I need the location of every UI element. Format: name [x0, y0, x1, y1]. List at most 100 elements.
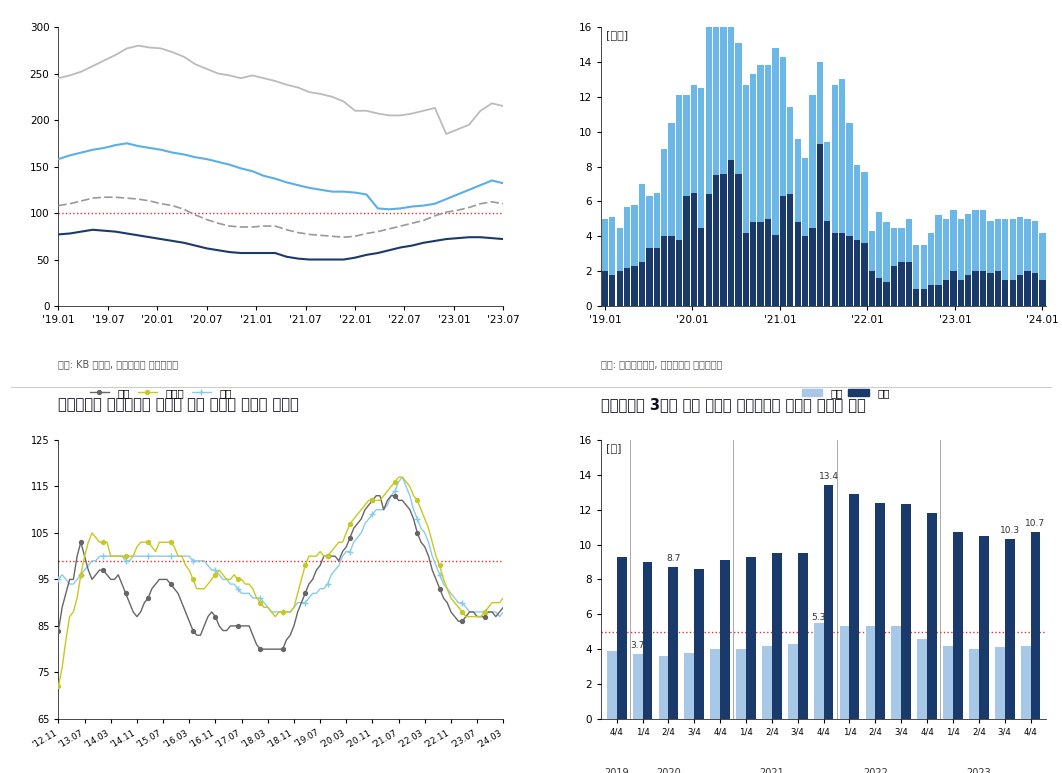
Bar: [772, 48, 778, 234]
Text: 10.3: 10.3: [999, 526, 1020, 535]
Bar: [891, 266, 897, 306]
Bar: [653, 248, 660, 306]
Bar: [995, 219, 1001, 271]
Bar: [750, 74, 756, 223]
Bar: [840, 626, 850, 719]
Bar: [713, 0, 719, 175]
Bar: [698, 88, 704, 227]
Bar: [802, 158, 808, 237]
Bar: [639, 262, 645, 306]
Text: 2022: 2022: [863, 768, 888, 773]
Bar: [846, 123, 853, 237]
Bar: [610, 217, 616, 274]
Bar: [980, 210, 987, 271]
Bar: [866, 626, 875, 719]
Bar: [832, 84, 838, 233]
Bar: [1032, 220, 1038, 273]
Bar: [643, 562, 652, 719]
Bar: [639, 184, 645, 262]
Bar: [742, 233, 749, 306]
Bar: [936, 285, 942, 306]
Bar: [1005, 540, 1014, 719]
지방: [497, 608, 510, 617]
전국: [172, 589, 185, 598]
Bar: [824, 142, 830, 220]
Bar: [861, 172, 868, 243]
Bar: [824, 220, 830, 306]
수도권: [497, 594, 510, 603]
수도권: [172, 551, 185, 560]
Bar: [713, 175, 719, 306]
Bar: [1040, 280, 1045, 306]
Bar: [898, 227, 905, 262]
Text: [만호]: [만호]: [605, 30, 628, 40]
전국: [145, 584, 158, 594]
Text: 10.7: 10.7: [1026, 519, 1045, 528]
Bar: [675, 240, 682, 306]
Bar: [850, 494, 859, 719]
Bar: [809, 227, 816, 306]
수도권: [298, 561, 311, 570]
Bar: [610, 274, 616, 306]
Bar: [854, 165, 860, 240]
Bar: [602, 219, 609, 271]
Bar: [824, 485, 834, 719]
Bar: [653, 192, 660, 248]
Bar: [958, 219, 964, 280]
Bar: [861, 243, 868, 306]
Text: 2023: 2023: [966, 768, 991, 773]
Bar: [685, 652, 695, 719]
Bar: [869, 231, 875, 271]
Bar: [1003, 219, 1009, 280]
Bar: [720, 0, 726, 173]
전국: [411, 528, 424, 537]
Bar: [943, 280, 949, 306]
Bar: [735, 43, 741, 173]
Bar: [921, 245, 927, 288]
Bar: [735, 173, 741, 306]
Bar: [690, 192, 697, 306]
Text: 5.3: 5.3: [811, 613, 826, 622]
Bar: [1021, 645, 1030, 719]
Bar: [794, 138, 801, 223]
수도권: [392, 472, 405, 482]
Bar: [668, 237, 674, 306]
Bar: [646, 248, 652, 306]
Bar: [918, 638, 927, 719]
지방: [52, 575, 65, 584]
Bar: [632, 205, 637, 266]
전국: [362, 500, 375, 509]
Bar: [839, 233, 845, 306]
Bar: [661, 237, 667, 306]
Bar: [980, 271, 987, 306]
수도권: [145, 542, 158, 551]
Bar: [736, 649, 746, 719]
Bar: [624, 206, 630, 267]
Bar: [813, 623, 824, 719]
Bar: [788, 644, 798, 719]
Bar: [658, 656, 668, 719]
수도권: [407, 491, 419, 500]
Bar: [742, 84, 749, 233]
Bar: [780, 56, 786, 196]
Bar: [765, 219, 771, 306]
Bar: [936, 216, 942, 285]
Line: 지방: 지방: [55, 475, 507, 619]
Text: 아파트매매 수급동향도 여전히 낮은 수준에 머물러 있으며: 아파트매매 수급동향도 여전히 낮은 수준에 머물러 있으며: [58, 397, 299, 412]
Bar: [884, 281, 890, 306]
Bar: [913, 288, 920, 306]
Bar: [632, 266, 637, 306]
지방: [407, 505, 419, 514]
Bar: [720, 560, 730, 719]
Bar: [765, 66, 771, 219]
Bar: [661, 149, 667, 237]
Bar: [772, 234, 778, 306]
Bar: [1032, 273, 1038, 306]
Bar: [757, 66, 764, 223]
Bar: [832, 233, 838, 306]
지방: [493, 612, 506, 621]
Bar: [750, 223, 756, 306]
Bar: [839, 80, 845, 233]
Bar: [668, 123, 674, 237]
Bar: [794, 223, 801, 306]
